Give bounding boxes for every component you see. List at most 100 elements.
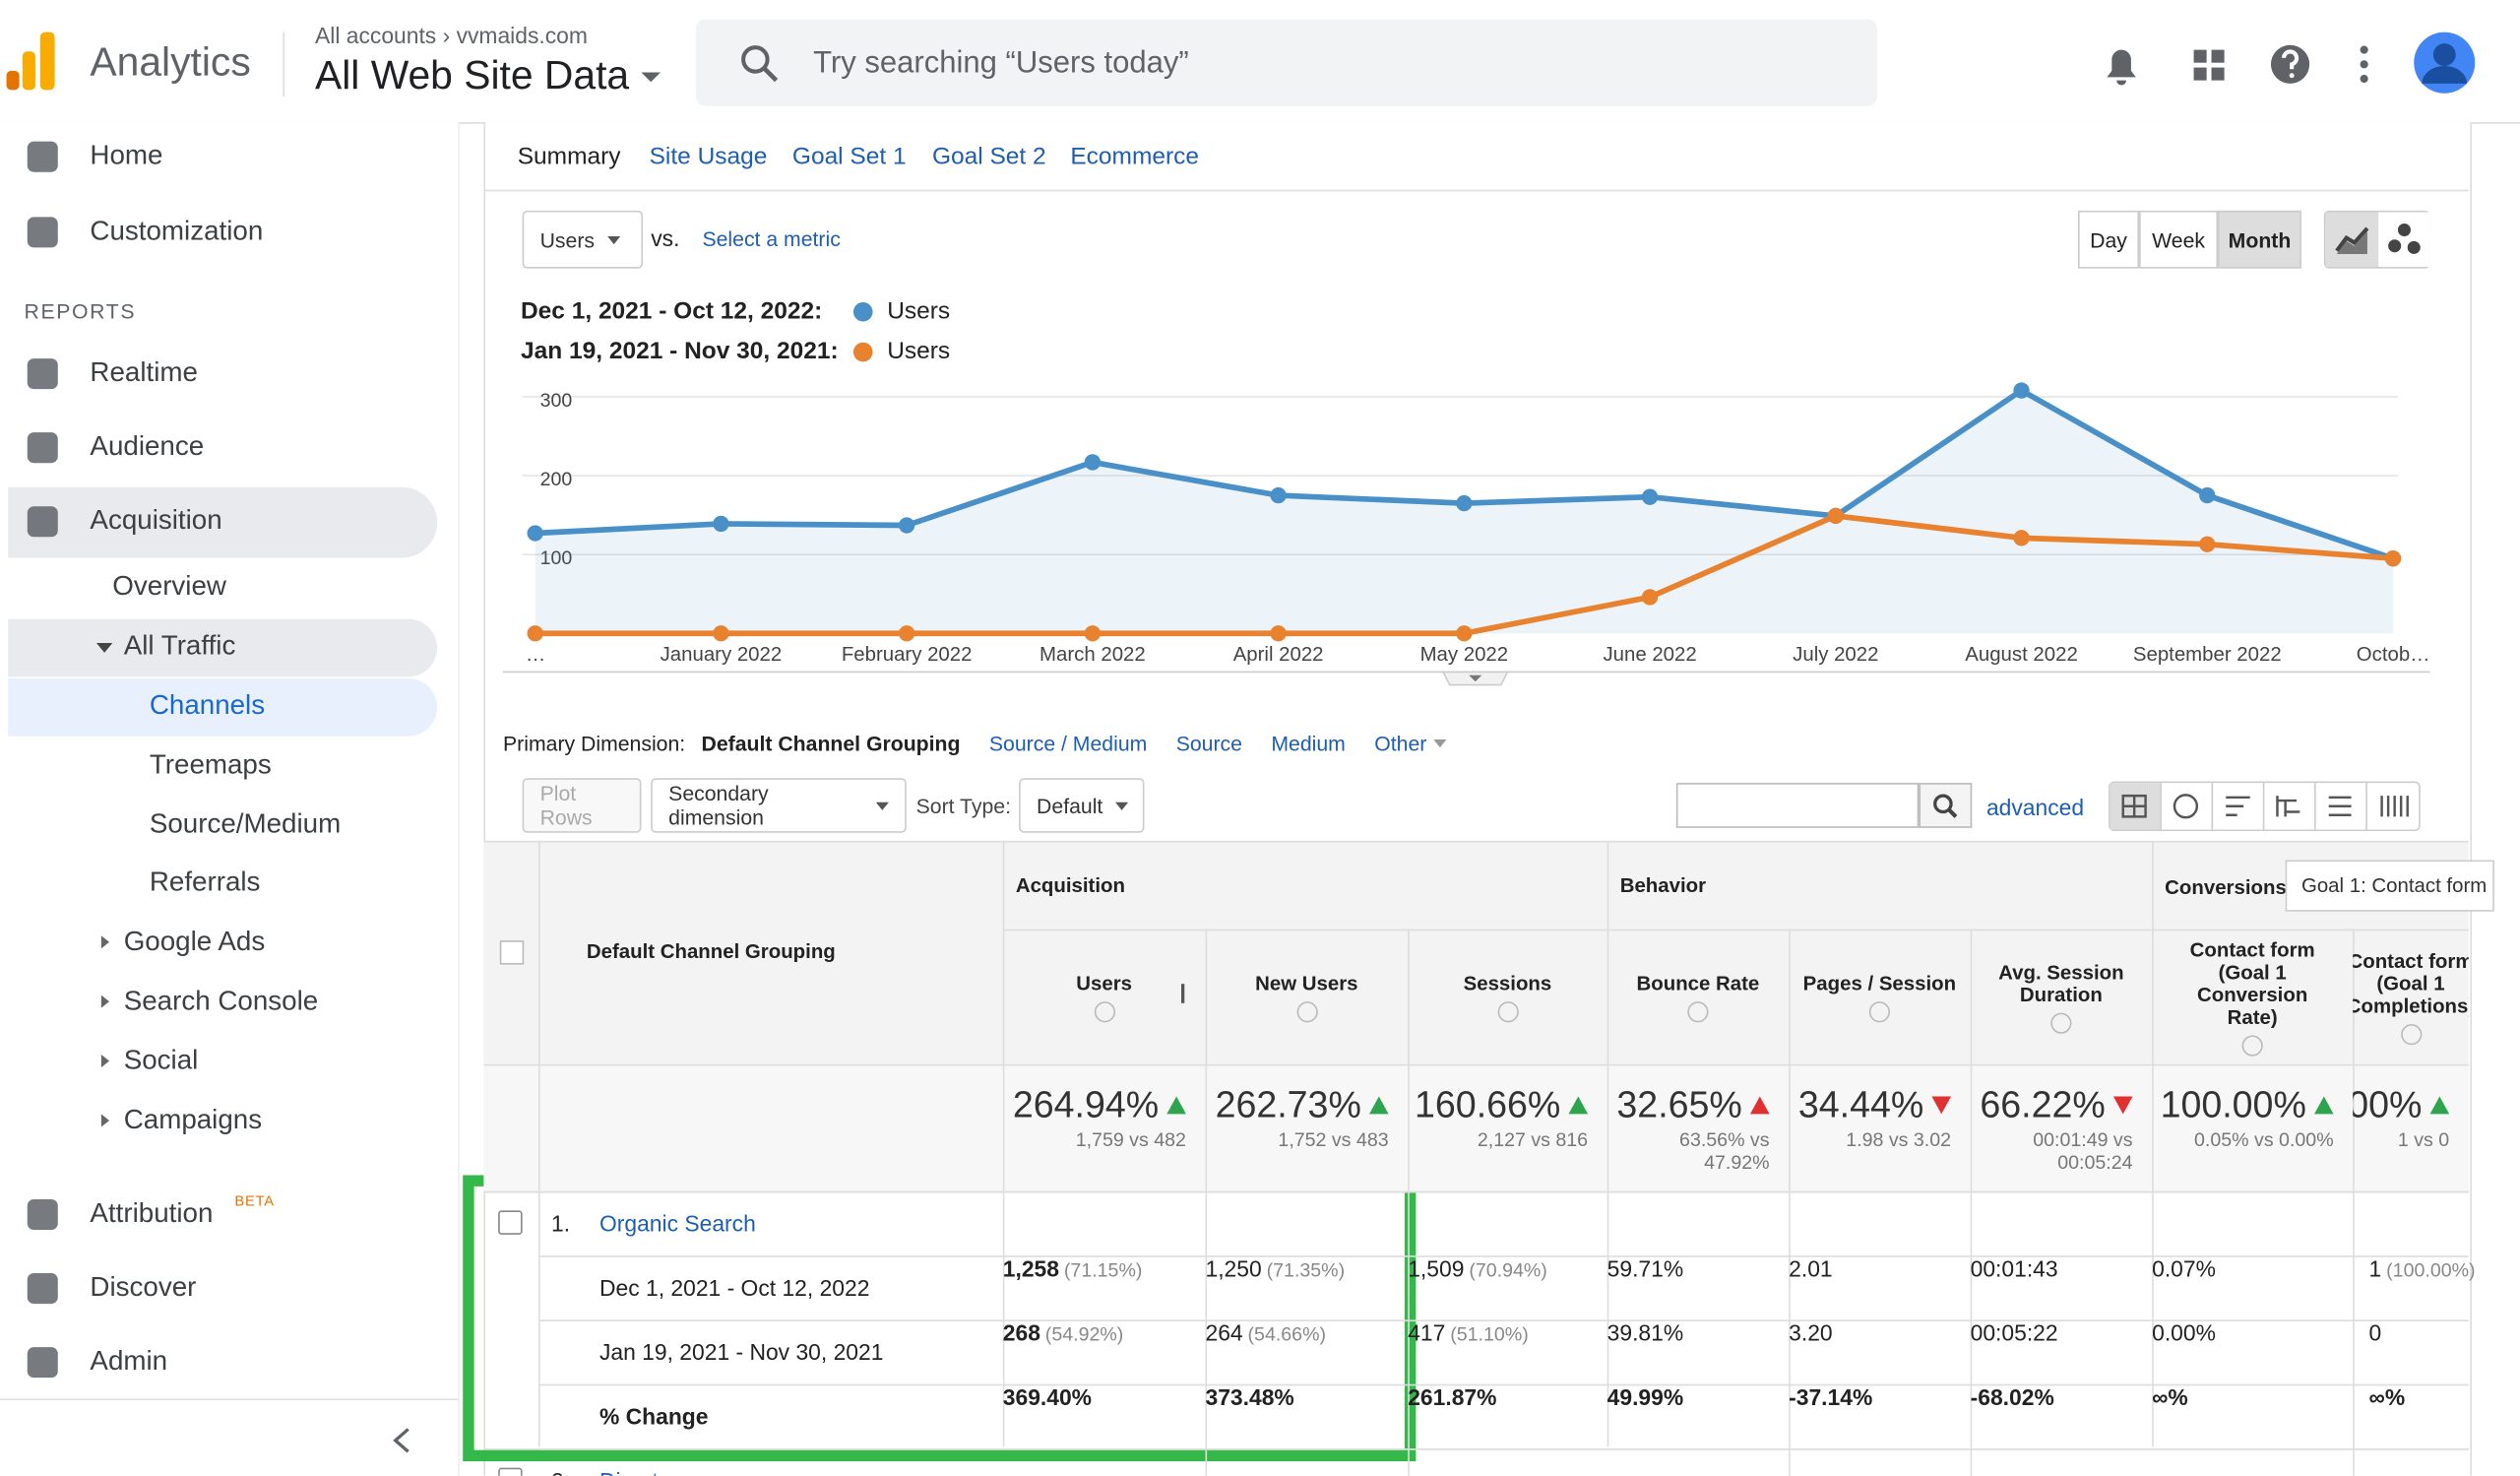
column-header[interactable]: Avg. Session Duration (1998, 960, 2124, 1006)
help-icon[interactable] (2400, 1023, 2422, 1045)
data-cell: 1,258 (71.15%) (1003, 1255, 1222, 1319)
advanced-link[interactable]: advanced (1985, 794, 2085, 820)
plot-rows-button[interactable]: Plot Rows (522, 778, 642, 833)
view-name[interactable]: All Web Site Data (315, 52, 630, 98)
summary-percent: 100.00% (2160, 1083, 2306, 1125)
nav-item[interactable]: Social (123, 1045, 199, 1076)
column-header[interactable]: Contact form (Goal 1 Completions) (2353, 949, 2469, 1017)
tab-active[interactable]: Summary (517, 143, 621, 171)
help-icon[interactable] (2241, 1034, 2263, 1056)
dimension-option-active[interactable]: Default Channel Grouping (701, 731, 961, 756)
nav-item[interactable]: Channels (149, 689, 266, 721)
dimension-option[interactable]: Other (1374, 731, 1427, 756)
tab[interactable]: Goal Set 2 (931, 143, 1046, 171)
notifications-icon[interactable] (2107, 49, 2136, 86)
data-point (2384, 550, 2402, 567)
dimension-option[interactable]: Medium (1271, 731, 1346, 756)
nav-item[interactable]: Customization (90, 215, 264, 246)
secondary-dimension[interactable]: Secondary dimension (651, 778, 907, 833)
grid-rule (2152, 840, 2154, 1447)
help-icon[interactable] (2050, 1011, 2072, 1033)
chart-type-buttons[interactable] (2323, 210, 2430, 269)
search-placeholder[interactable]: Try searching “Users today” (813, 46, 1189, 81)
collapse-sidebar[interactable] (386, 1425, 418, 1457)
y-tick-label: 200 (540, 469, 573, 490)
cell-value: -37.14% (1789, 1383, 1873, 1410)
period-button[interactable]: Week (2139, 210, 2219, 269)
motion-chart-button[interactable] (2378, 212, 2430, 268)
tab[interactable]: Ecommerce (1070, 143, 1200, 171)
column-header[interactable]: Pages / Session (1802, 971, 1957, 995)
sort-type-select[interactable]: Default (1019, 778, 1145, 833)
help-icon[interactable] (1094, 1000, 1115, 1022)
nav-item[interactable]: Audience (90, 430, 205, 462)
nav-item[interactable]: Realtime (90, 356, 198, 388)
trend-arrow-up (1749, 1096, 1770, 1115)
tab[interactable]: Site Usage (649, 143, 768, 171)
help-icon[interactable] (1868, 1000, 1890, 1022)
table-search-input[interactable] (1675, 783, 1920, 828)
nav-item[interactable]: Campaigns (123, 1104, 263, 1135)
data-cell: -68.02% (1971, 1384, 2169, 1448)
nav-item[interactable]: Attribution (90, 1197, 214, 1229)
summary-comparison: 1,759 vs 482 (1075, 1128, 1186, 1151)
dimension-option[interactable]: Source / Medium (988, 731, 1148, 756)
data-point (898, 625, 915, 642)
cell-share: (54.92%) (1044, 1322, 1124, 1346)
expand-arrow (95, 643, 113, 653)
nav-item[interactable]: All Traffic (123, 630, 236, 662)
help-icon[interactable] (1295, 1000, 1317, 1022)
nav-item[interactable]: Acquisition (90, 504, 222, 536)
view-selector[interactable]: All Web Site Data (315, 53, 662, 99)
account[interactable]: All accounts (315, 22, 437, 48)
checkbox[interactable] (498, 1467, 523, 1476)
row-name[interactable]: Direct (599, 1468, 659, 1476)
trend-arrow-down (2112, 1096, 2133, 1115)
x-tick-label: May 2022 (1420, 644, 1509, 666)
nav-item[interactable]: Google Ads (123, 926, 266, 957)
line-chart-button[interactable] (2325, 212, 2379, 268)
nav-item[interactable]: Admin (90, 1345, 168, 1377)
nav-item[interactable]: Referrals (149, 866, 261, 898)
goal-select[interactable]: Goal 1: Contact form (2285, 860, 2494, 912)
column-header[interactable]: Sessions (1463, 971, 1552, 995)
sort-type[interactable]: Default (1037, 793, 1103, 818)
nav-item[interactable]: Treemaps (149, 748, 272, 780)
table-view-buttons[interactable] (2109, 781, 2422, 832)
column-header[interactable]: Bounce Rate (1636, 971, 1760, 995)
checkbox[interactable] (498, 1210, 523, 1235)
help-icon[interactable] (1496, 1000, 1519, 1022)
data-cell: 0.00% (2152, 1319, 2368, 1383)
nav-item[interactable]: Home (90, 140, 163, 171)
breadcrumb[interactable]: All accounts › vvmaids.com (315, 22, 588, 48)
help-icon[interactable] (1687, 1000, 1709, 1022)
checkbox[interactable] (499, 940, 525, 965)
metric[interactable]: Users (539, 227, 596, 252)
row-name[interactable]: Organic Search (598, 1210, 756, 1237)
summary-change: 34.44% (1798, 1083, 1952, 1126)
column-header-cell: Sessions (1408, 930, 1606, 1064)
summary-cell: 262.73% 1,752 vs 483 (1205, 1080, 1408, 1182)
apps-icon[interactable] (2193, 49, 2225, 81)
nav-item[interactable]: Search Console (123, 985, 319, 1016)
nav-item[interactable]: Discover (90, 1271, 197, 1303)
period-button[interactable]: Day (2078, 210, 2140, 269)
column-header[interactable]: New Users (1255, 971, 1358, 995)
dimension-option[interactable]: Source (1175, 731, 1242, 756)
column-header[interactable]: Contact form (Goal 1 Conversion Rate) (2189, 937, 2315, 1029)
tab[interactable]: Goal Set 1 (791, 143, 907, 171)
more-icon[interactable] (2360, 45, 2368, 84)
search-box[interactable]: Try searching “Users today” (695, 19, 1877, 106)
period-button[interactable]: Month (2218, 210, 2301, 269)
table-search-button[interactable] (1919, 783, 1973, 828)
nav-item[interactable]: Overview (112, 570, 226, 602)
site[interactable]: vvmaids.com (456, 22, 588, 48)
grid-rule (483, 1448, 2469, 1450)
secondary-dimension-label[interactable]: Secondary dimension (668, 781, 769, 830)
metric-select[interactable]: Users (522, 210, 644, 269)
data-point (2199, 536, 2216, 552)
column-header[interactable]: Users (1076, 971, 1132, 995)
nav-item[interactable]: Source/Medium (149, 808, 342, 840)
select-metric[interactable]: Select a metric (702, 226, 841, 251)
cell-share: (51.10%) (1450, 1322, 1529, 1346)
